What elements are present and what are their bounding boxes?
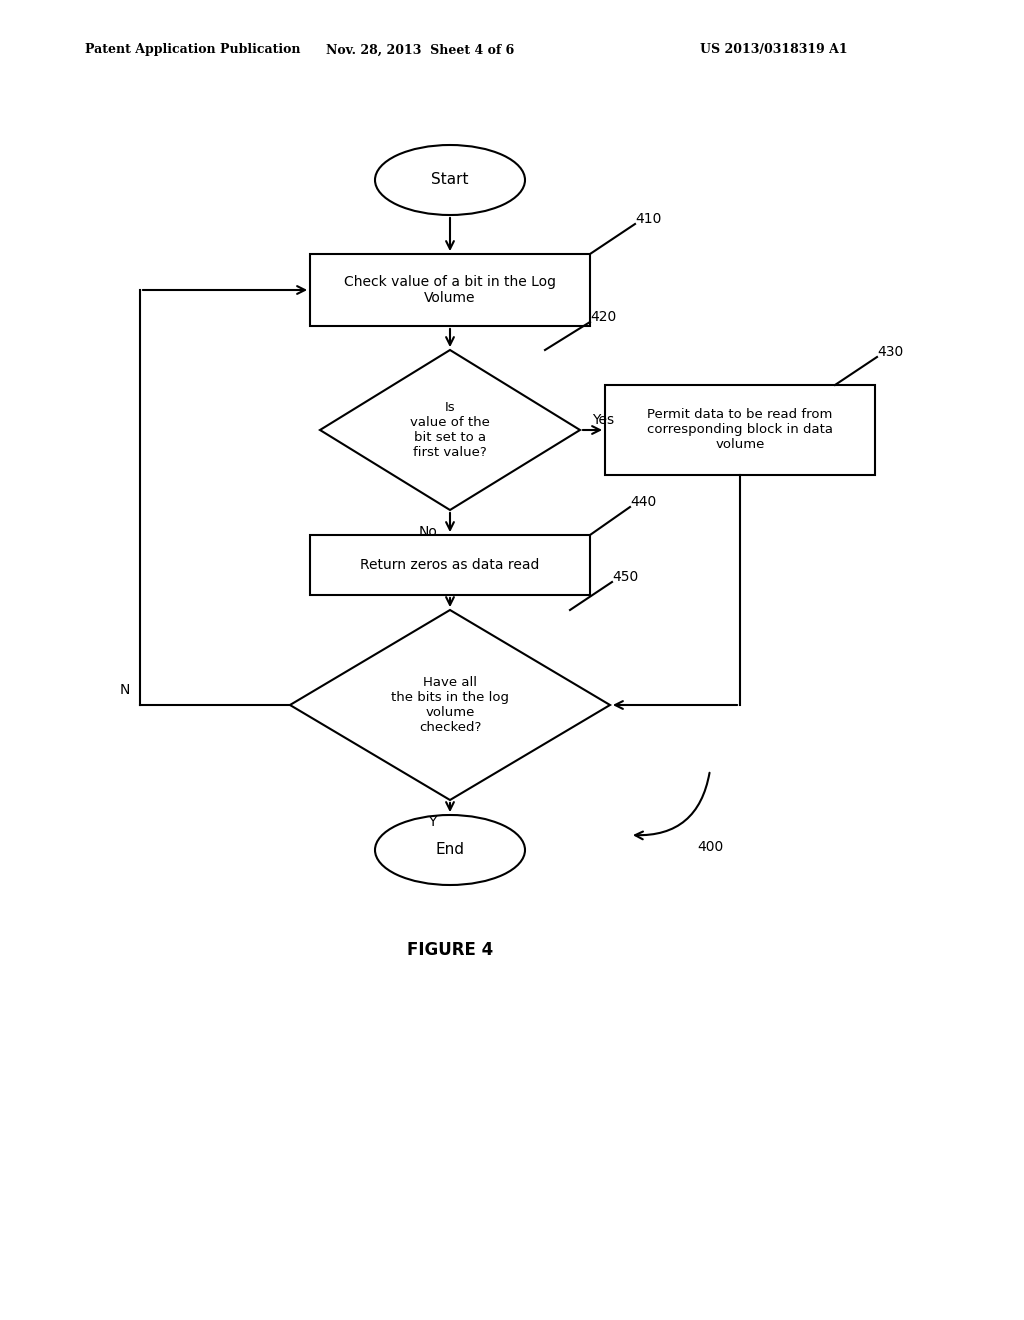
Text: Is
value of the
bit set to a
first value?: Is value of the bit set to a first value… xyxy=(410,401,489,459)
Text: 420: 420 xyxy=(590,310,616,323)
Text: No: No xyxy=(419,525,437,539)
Text: Y: Y xyxy=(428,814,436,829)
Text: Check value of a bit in the Log
Volume: Check value of a bit in the Log Volume xyxy=(344,275,556,305)
Text: US 2013/0318319 A1: US 2013/0318319 A1 xyxy=(700,44,848,57)
Text: N: N xyxy=(120,682,130,697)
Bar xyxy=(605,385,874,475)
Text: End: End xyxy=(435,842,465,858)
Bar xyxy=(310,253,590,326)
Text: Patent Application Publication: Patent Application Publication xyxy=(85,44,300,57)
Text: FIGURE 4: FIGURE 4 xyxy=(407,941,494,960)
Bar xyxy=(310,535,590,595)
Text: 410: 410 xyxy=(635,213,662,226)
Text: 400: 400 xyxy=(697,840,723,854)
Text: 450: 450 xyxy=(612,570,638,583)
Text: Permit data to be read from
corresponding block in data
volume: Permit data to be read from correspondin… xyxy=(647,408,833,451)
Text: Nov. 28, 2013  Sheet 4 of 6: Nov. 28, 2013 Sheet 4 of 6 xyxy=(326,44,514,57)
FancyArrowPatch shape xyxy=(635,772,710,840)
Text: Return zeros as data read: Return zeros as data read xyxy=(360,558,540,572)
Text: 440: 440 xyxy=(630,495,656,510)
Text: Start: Start xyxy=(431,173,469,187)
Text: Have all
the bits in the log
volume
checked?: Have all the bits in the log volume chec… xyxy=(391,676,509,734)
Text: Yes: Yes xyxy=(592,413,614,426)
Text: 430: 430 xyxy=(877,345,903,359)
